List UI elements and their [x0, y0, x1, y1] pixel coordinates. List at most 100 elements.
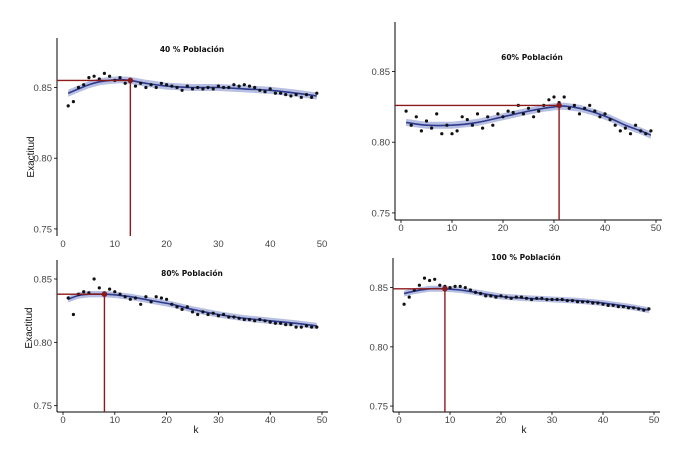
data-point: [560, 297, 564, 302]
data-point: [299, 95, 303, 99]
data-point: [175, 85, 179, 90]
data-point: [628, 132, 633, 136]
data-point: [185, 84, 189, 88]
optimum-marker: [442, 286, 448, 292]
data-point: [506, 109, 510, 113]
x-tick-label: 30: [213, 239, 224, 250]
data-point: [433, 277, 437, 281]
data-point: [222, 85, 226, 90]
data-point: [639, 129, 643, 133]
data-point: [154, 295, 158, 299]
data-point: [232, 315, 236, 319]
data-point: [565, 299, 569, 303]
x-axis-title-right: k: [522, 425, 528, 436]
data-point: [616, 305, 620, 309]
data-point: [253, 85, 257, 90]
data-point: [463, 286, 467, 290]
data-point: [404, 109, 408, 113]
data-point: [509, 296, 513, 300]
data-point: [268, 87, 272, 91]
data-point: [190, 310, 195, 314]
data-point: [642, 308, 646, 312]
x-tick-label: 10: [445, 415, 456, 426]
data-point: [586, 300, 590, 304]
y-tick-label: 0.80: [370, 342, 389, 353]
data-point: [583, 106, 587, 110]
data-point: [521, 112, 526, 116]
data-point: [562, 95, 566, 99]
data-point: [108, 287, 112, 291]
data-point: [598, 115, 602, 119]
data-point: [647, 307, 651, 311]
x-axis-title-left: k: [194, 425, 200, 436]
y-tick-label: 0.75: [34, 224, 53, 235]
data-point: [211, 87, 215, 91]
data-point: [634, 123, 638, 127]
data-point: [92, 74, 96, 78]
data-point: [626, 306, 631, 310]
data-point: [201, 310, 205, 314]
data-point: [611, 303, 615, 307]
data-point: [315, 325, 319, 329]
data-point: [417, 283, 421, 287]
x-tick-label: 40: [265, 415, 276, 426]
data-point: [279, 91, 283, 95]
x-tick-label: 40: [598, 415, 609, 426]
x-tick-label: 50: [317, 239, 328, 250]
data-point: [555, 297, 559, 302]
data-point: [535, 296, 539, 300]
data-point: [273, 91, 277, 95]
data-point: [470, 123, 474, 127]
data-point: [113, 290, 117, 294]
x-tick-label: 10: [110, 415, 121, 426]
data-point: [159, 81, 163, 85]
data-point: [185, 305, 189, 309]
data-point: [175, 305, 179, 309]
data-point: [458, 284, 462, 288]
data-point: [139, 81, 143, 85]
data-point: [92, 277, 96, 281]
data-point: [170, 302, 174, 306]
data-point: [97, 286, 101, 290]
data-point: [180, 88, 184, 92]
data-point: [133, 296, 138, 300]
data-point: [460, 115, 464, 119]
data-point: [438, 283, 442, 287]
data-point: [154, 85, 158, 90]
data-point: [402, 302, 406, 306]
data-point: [414, 115, 418, 119]
data-point: [242, 317, 246, 322]
data-point: [66, 296, 70, 300]
data-point: [435, 112, 439, 116]
data-point: [315, 91, 319, 95]
x-tick-label: 30: [547, 415, 558, 426]
data-point: [123, 295, 127, 299]
data-point: [216, 84, 220, 88]
optimum-marker: [127, 77, 134, 84]
data-point: [453, 284, 457, 288]
data-point: [593, 109, 597, 113]
data-point: [547, 98, 551, 102]
data-point: [258, 317, 262, 322]
panel-80-percent: 0.75 0.80 0.85 0 10 20 30 40 50 80% Población: [34, 260, 328, 426]
data-point: [473, 290, 478, 294]
data-point: [428, 278, 432, 283]
data-point: [268, 320, 272, 324]
data-point: [581, 300, 585, 304]
data-point: [211, 311, 215, 315]
data-point: [567, 106, 571, 110]
data-point: [165, 297, 169, 301]
data-point: [424, 119, 429, 123]
data-point: [572, 103, 577, 107]
data-point: [102, 71, 106, 75]
data-point: [455, 129, 459, 133]
data-point: [284, 93, 288, 97]
data-point: [511, 110, 515, 115]
data-point: [540, 296, 544, 300]
data-point: [108, 74, 112, 78]
data-point: [237, 84, 241, 88]
data-point: [486, 115, 490, 119]
data-point: [284, 323, 288, 327]
data-point: [206, 85, 210, 90]
